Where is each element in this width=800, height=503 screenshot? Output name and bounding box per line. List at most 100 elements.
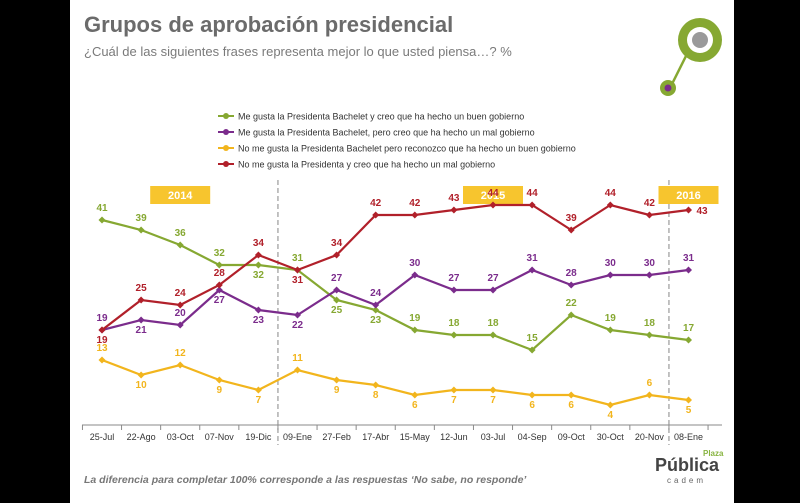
data-label: 39 [566, 213, 578, 224]
data-point [294, 311, 301, 319]
data-label: 31 [527, 253, 539, 264]
year-badge [463, 186, 523, 204]
series-line [101, 268, 689, 332]
x-tick-label: 20-Nov [635, 432, 665, 442]
data-label: 44 [487, 188, 499, 199]
data-point [411, 326, 419, 334]
data-point [254, 386, 262, 394]
data-point [450, 331, 458, 339]
data-point [372, 211, 380, 219]
data-label: 24 [370, 288, 382, 299]
brand-small-text: Plaza [703, 449, 724, 458]
data-point [254, 251, 262, 259]
data-label: 7 [451, 395, 457, 406]
data-label: 28 [566, 268, 578, 279]
data-point [215, 281, 223, 289]
data-point [176, 241, 184, 249]
x-tick-label: 15-May [400, 432, 431, 442]
data-point [489, 201, 497, 209]
data-label: 19 [96, 335, 108, 346]
data-label: 24 [175, 288, 187, 299]
data-point [372, 301, 380, 309]
data-label: 19 [409, 313, 421, 324]
data-label: 42 [409, 198, 421, 209]
x-tick-label: 25-Jul [90, 432, 115, 442]
data-label: 27 [448, 273, 460, 284]
data-point [567, 391, 575, 399]
series-line [101, 358, 689, 407]
data-label: 5 [686, 405, 692, 416]
data-point [98, 356, 106, 364]
data-label: 43 [697, 206, 709, 217]
brand-sub-text: cadem [667, 476, 707, 485]
data-point [450, 386, 458, 394]
x-tick-label: 07-Nov [205, 432, 235, 442]
data-label: 25 [331, 305, 343, 316]
data-label: 11 [292, 353, 303, 364]
data-point [333, 286, 341, 294]
x-tick-label: 22-Ago [127, 432, 156, 442]
data-point [450, 206, 458, 214]
year-badge-label: 2014 [168, 190, 193, 202]
data-point [372, 306, 380, 314]
data-point [294, 366, 301, 374]
data-label: 42 [370, 198, 382, 209]
data-point [333, 376, 341, 384]
logo-circles-icon [660, 18, 722, 96]
data-label: 19 [605, 313, 617, 324]
data-label: 19 [96, 313, 108, 324]
data-point [645, 331, 653, 339]
data-point [333, 296, 341, 304]
data-point [567, 226, 575, 234]
data-point [98, 216, 106, 224]
data-label: 18 [487, 318, 499, 329]
brand-main-text: Pública [655, 455, 720, 475]
data-label: 22 [566, 298, 578, 309]
data-point [411, 211, 419, 219]
footnote: La diferencia para completar 100% corres… [84, 474, 527, 486]
year-badge-label: 2016 [676, 190, 700, 202]
data-point [606, 201, 614, 209]
year-badge [150, 186, 211, 204]
data-label: 13 [96, 343, 108, 354]
data-label: 31 [292, 253, 304, 264]
data-point [215, 261, 223, 269]
data-label: 23 [370, 315, 382, 326]
data-label: 7 [490, 395, 496, 406]
data-point [489, 331, 497, 339]
x-tick-label: 03-Oct [167, 432, 195, 442]
data-label: 15 [527, 333, 539, 344]
legend-label: Me gusta la Presidenta Bachelet y creo q… [238, 112, 524, 122]
x-tick-label: 19-Dic [245, 432, 272, 442]
data-label: 21 [136, 325, 148, 336]
legend-label: No me gusta la Presidenta y creo que ha … [238, 160, 495, 170]
data-point [137, 296, 145, 304]
data-label: 32 [253, 270, 265, 281]
data-point [215, 286, 223, 294]
data-point [254, 261, 262, 269]
data-point [645, 211, 653, 219]
series-line [101, 218, 689, 352]
data-label: 7 [256, 395, 262, 406]
x-tick-label: 27-Feb [322, 432, 351, 442]
data-label: 9 [334, 385, 340, 396]
data-point [137, 371, 145, 379]
series-line [101, 203, 689, 331]
data-point [567, 311, 575, 319]
data-label: 6 [647, 378, 653, 389]
data-point [411, 271, 419, 279]
x-tick-label: 17-Abr [362, 432, 389, 442]
data-point [645, 271, 653, 279]
data-point [606, 401, 614, 409]
data-label: 20 [175, 308, 187, 319]
data-point [333, 251, 341, 259]
data-label: 32 [214, 248, 226, 259]
data-label: 4 [608, 410, 614, 421]
page-title: Grupos de aprobación presidencial [84, 12, 454, 37]
brand-logo: Pública Plaza cadem [655, 449, 723, 485]
data-label: 9 [217, 385, 223, 396]
data-label: 6 [568, 400, 574, 411]
x-tick-label: 12-Jun [440, 432, 468, 442]
data-point [411, 391, 419, 399]
